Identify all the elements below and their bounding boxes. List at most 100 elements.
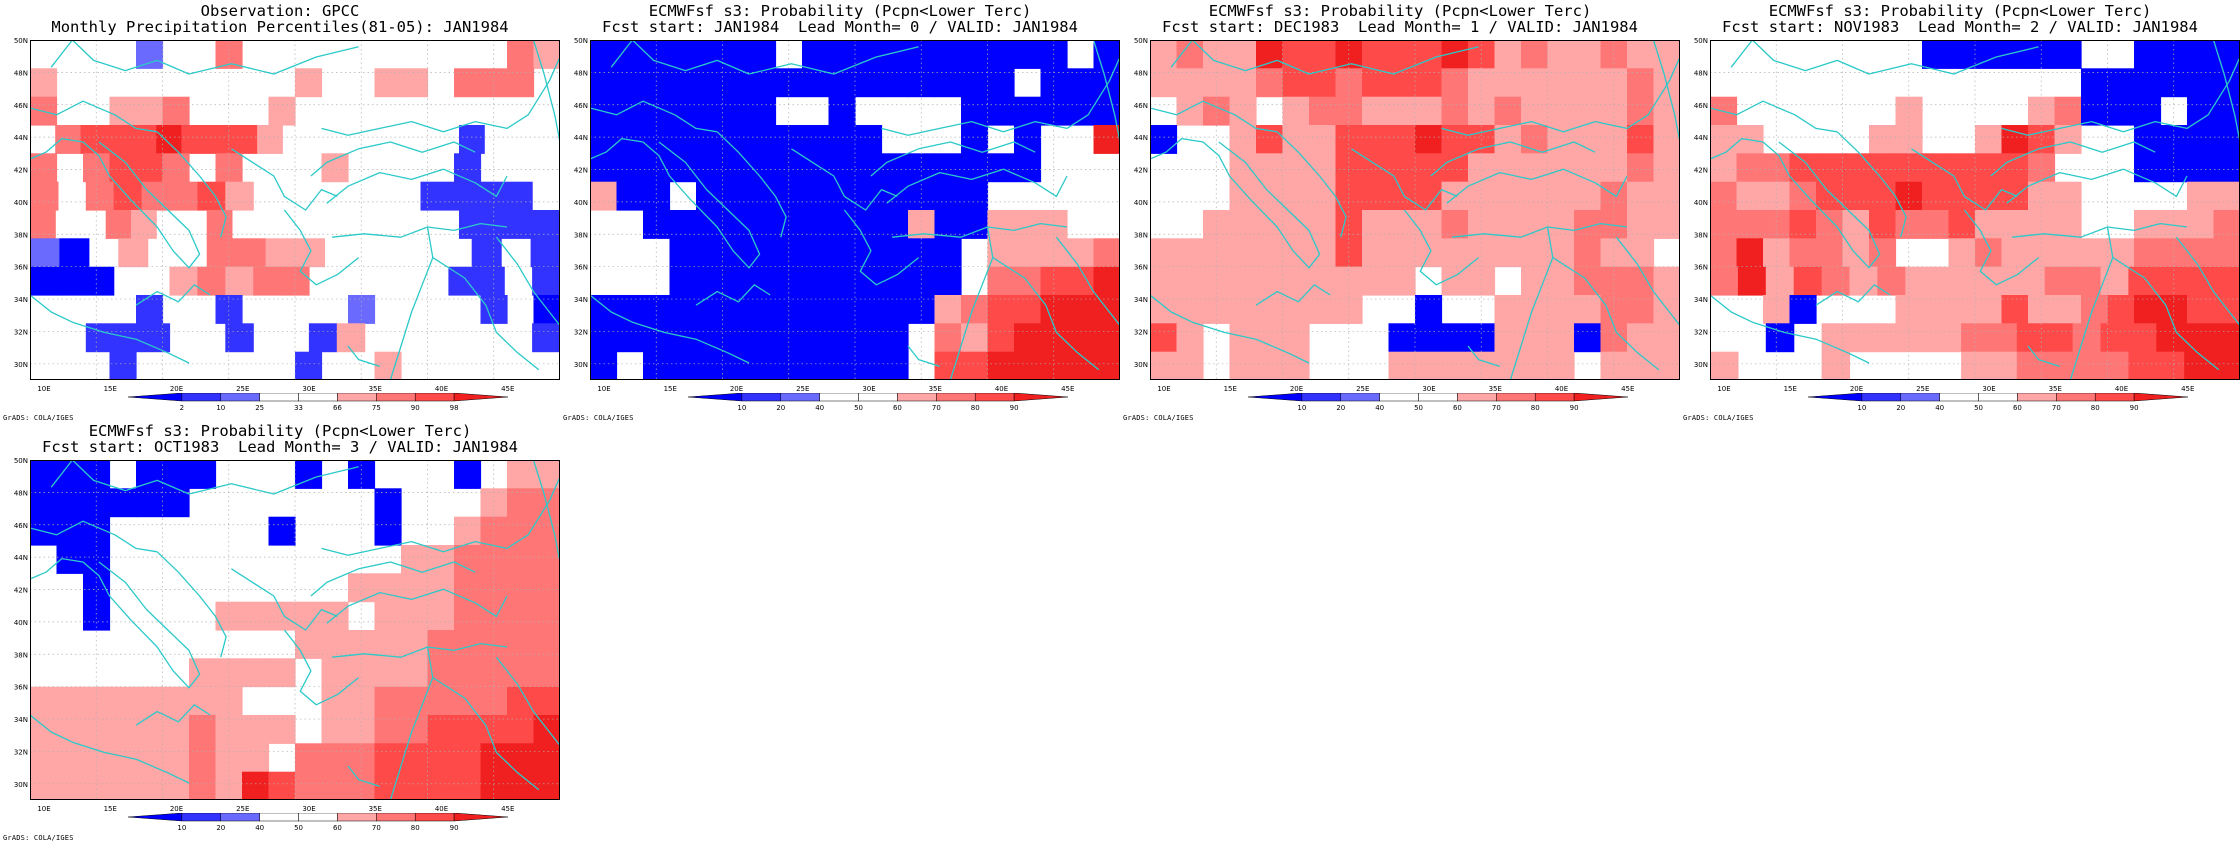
legend-swatch — [376, 813, 415, 821]
lon-tick-label: 35E — [1489, 385, 1502, 393]
lon-tick-label: 45E — [501, 385, 514, 393]
legend-level-label: 70 — [371, 824, 380, 832]
lon-tick-label: 35E — [2049, 385, 2062, 393]
map-panel: ECMWFsf s3: Probability (Pcpn<Lower Terc… — [560, 0, 1120, 420]
legend-level-label: 10 — [177, 824, 186, 832]
lat-tick-label: 44N — [14, 134, 28, 142]
lat-tick-label: 50N — [1134, 37, 1148, 45]
lon-tick-label: 20E — [170, 385, 183, 393]
grads-credit: GrADS: COLA/IGES — [563, 414, 634, 422]
lon-tick-label: 25E — [236, 805, 249, 813]
legend-swatch — [415, 813, 454, 821]
legend-level-label: 20 — [776, 404, 785, 412]
legend-swatch — [2095, 393, 2134, 401]
lat-tick-label: 44N — [574, 134, 588, 142]
lon-tick-label: 15E — [664, 385, 677, 393]
legend-level-label: 80 — [410, 824, 419, 832]
legend-level-label: 10 — [737, 404, 746, 412]
legend-swatch — [1457, 393, 1496, 401]
legend-swatch — [1301, 393, 1340, 401]
legend-swatch — [220, 393, 259, 401]
legend-swatch — [181, 813, 220, 821]
lat-tick-label: 44N — [1134, 134, 1148, 142]
lat-tick-label: 30N — [1694, 361, 1708, 369]
legend-level-label: 90 — [1009, 404, 1018, 412]
legend-swatch — [259, 393, 298, 401]
lat-tick-label: 48N — [1694, 69, 1708, 77]
lat-tick-label: 42N — [1694, 167, 1708, 175]
legend-level-label: 50 — [294, 824, 303, 832]
legend-level-label: 2 — [179, 404, 183, 412]
legend-swatch — [1248, 393, 1302, 401]
lat-tick-label: 40N — [574, 199, 588, 207]
legend-level-label: 90 — [2129, 404, 2138, 412]
legend-swatch — [1939, 393, 1978, 401]
legend-swatch — [1861, 393, 1900, 401]
legend-level-label: 60 — [332, 824, 341, 832]
legend-swatch — [2017, 393, 2056, 401]
legend-level-label: 98 — [449, 404, 458, 412]
lat-tick-label: 46N — [574, 102, 588, 110]
legend-level-label: 50 — [854, 404, 863, 412]
lon-tick-label: 30E — [862, 385, 875, 393]
lon-tick-label: 25E — [1916, 385, 1929, 393]
legend-level-label: 60 — [1452, 404, 1461, 412]
legend-level-label: 50 — [1974, 404, 1983, 412]
legend-level-label: 90 — [410, 404, 419, 412]
legend-level-label: 40 — [1935, 404, 1944, 412]
lon-tick-label: 25E — [236, 385, 249, 393]
lon-tick-label: 45E — [1621, 385, 1634, 393]
legend-swatch — [741, 393, 780, 401]
lat-tick-label: 42N — [1134, 167, 1148, 175]
lon-tick-label: 40E — [435, 385, 448, 393]
lon-tick-label: 20E — [1850, 385, 1863, 393]
legend-level-label: 66 — [332, 404, 341, 412]
legend-swatch — [975, 393, 1014, 401]
lon-tick-label: 15E — [1224, 385, 1237, 393]
lat-tick-label: 38N — [574, 231, 588, 239]
legend-level-label: 70 — [931, 404, 940, 412]
lat-tick-label: 34N — [14, 716, 28, 724]
legend-swatch — [780, 393, 819, 401]
legend-level-label: 10 — [216, 404, 225, 412]
lon-tick-label: 10E — [597, 385, 610, 393]
lat-tick-label: 40N — [14, 199, 28, 207]
lat-tick-label: 46N — [1694, 102, 1708, 110]
legend-swatch — [220, 813, 259, 821]
grads-credit: GrADS: COLA/IGES — [1123, 414, 1194, 422]
lon-tick-label: 35E — [929, 385, 942, 393]
lon-tick-label: 40E — [435, 805, 448, 813]
lon-tick-label: 45E — [1061, 385, 1074, 393]
lon-tick-label: 10E — [37, 805, 50, 813]
lat-tick-label: 34N — [574, 296, 588, 304]
lon-tick-label: 45E — [501, 805, 514, 813]
lon-tick-label: 15E — [1784, 385, 1797, 393]
lat-tick-label: 32N — [1694, 328, 1708, 336]
legend-swatch — [1340, 393, 1379, 401]
lon-tick-label: 45E — [2181, 385, 2194, 393]
legend-swatch — [1535, 393, 1574, 401]
lat-tick-label: 30N — [14, 781, 28, 789]
legend-level-label: 60 — [892, 404, 901, 412]
legend-swatch — [128, 813, 182, 821]
legend-swatch — [454, 813, 508, 821]
legend-level-label: 70 — [2051, 404, 2060, 412]
lat-tick-label: 48N — [1134, 69, 1148, 77]
lat-tick-label: 36N — [1694, 264, 1708, 272]
lat-tick-label: 50N — [14, 457, 28, 465]
legend-swatch — [1978, 393, 2017, 401]
lat-tick-label: 46N — [14, 102, 28, 110]
legend-swatch — [1900, 393, 1939, 401]
lon-tick-label: 10E — [37, 385, 50, 393]
legend-swatch — [1418, 393, 1457, 401]
legend-level-label: 20 — [216, 824, 225, 832]
lat-tick-label: 50N — [574, 37, 588, 45]
legend-swatch — [1379, 393, 1418, 401]
map-panel: ECMWFsf s3: Probability (Pcpn<Lower Terc… — [1680, 0, 2240, 420]
